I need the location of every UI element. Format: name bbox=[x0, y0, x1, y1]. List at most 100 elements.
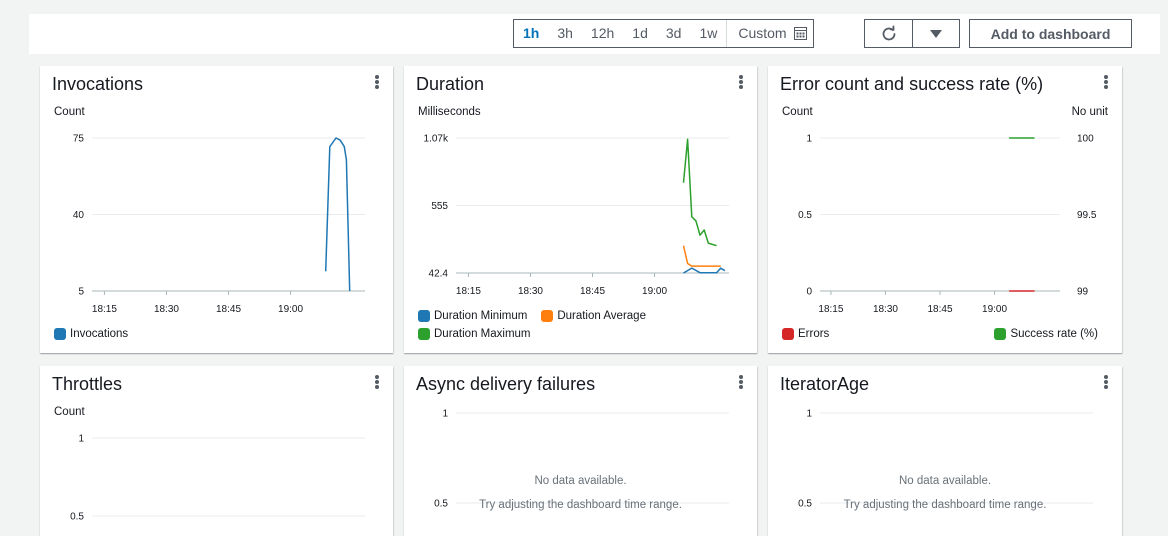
panel-title: IteratorAge bbox=[780, 374, 870, 394]
panel-title: Async delivery failures bbox=[416, 374, 596, 394]
duration-panel: Duration Milliseconds 1.07k 555 42.4 18:15 1… bbox=[404, 66, 757, 353]
refresh-button-group bbox=[864, 19, 960, 48]
panel-menu-icon[interactable] bbox=[739, 75, 743, 89]
y2-tick-label: 100 bbox=[1077, 134, 1094, 145]
y-tick-label: 1.07k bbox=[424, 134, 449, 145]
legend-item[interactable]: Errors bbox=[782, 325, 829, 343]
y-tick-label: 1 bbox=[806, 134, 812, 145]
legend-swatch bbox=[418, 328, 430, 340]
y-tick-label: 555 bbox=[431, 201, 448, 212]
dashboard-toolbar: 1h 3h 12h 1d 3d 1w Custom Add to dashboa… bbox=[29, 14, 1160, 54]
error-success-panel: Error count and success rate (%) Count N… bbox=[768, 66, 1122, 353]
legend-label: Errors bbox=[798, 328, 830, 340]
panel-title: Throttles bbox=[52, 374, 123, 394]
y2-tick-label: 99 bbox=[1077, 287, 1089, 298]
series-line-duration-average bbox=[682, 245, 721, 267]
throttles-panel: Throttles Count 1 0.5 bbox=[40, 366, 393, 536]
range-1w[interactable]: 1w bbox=[699, 25, 718, 41]
calendar-icon bbox=[793, 27, 807, 40]
x-tick-label: 18:15 bbox=[92, 304, 117, 315]
x-tick-label: 18:30 bbox=[873, 304, 898, 315]
range-custom[interactable]: Custom bbox=[726, 20, 812, 47]
x-tick-label: 18:15 bbox=[456, 286, 481, 297]
legend-item[interactable]: Duration Minimum bbox=[418, 307, 527, 325]
x-tick-label: 18:45 bbox=[216, 304, 241, 315]
legend-item[interactable]: Invocations bbox=[54, 325, 128, 343]
y-tick-label: 75 bbox=[73, 134, 85, 145]
legend-swatch bbox=[782, 328, 794, 340]
panel-menu-icon[interactable] bbox=[1104, 75, 1108, 89]
legend-label: Success rate (%) bbox=[1010, 328, 1098, 340]
range-3h[interactable]: 3h bbox=[557, 25, 573, 41]
async-delivery-failures-panel: Async delivery failures 1 0.5 No data ava… bbox=[404, 366, 757, 536]
error-success-chart: 1 0.5 0 100 99.5 99 18:15 18:30 18:45 19:00 bbox=[798, 134, 1097, 316]
no-data-hint: Try adjusting the dashboard time range. bbox=[843, 499, 1047, 511]
refresh-button[interactable] bbox=[865, 20, 912, 47]
y-tick-label: 0.5 bbox=[798, 499, 812, 510]
panel-title: Error count and success rate (%) bbox=[780, 74, 1044, 94]
range-1d[interactable]: 1d bbox=[632, 25, 648, 41]
legend-label: Duration Average bbox=[557, 310, 646, 322]
legend-swatch bbox=[541, 310, 554, 322]
range-custom-label: Custom bbox=[738, 25, 787, 41]
y-tick-label: 0.5 bbox=[434, 499, 448, 510]
iterator-age-chart: 10.5 bbox=[798, 409, 1093, 510]
x-tick-label: 18:30 bbox=[518, 286, 543, 297]
no-data-hint: Try adjusting the dashboard time range. bbox=[479, 499, 682, 511]
x-tick-label: 19:00 bbox=[982, 304, 1007, 315]
legend-swatch bbox=[994, 328, 1007, 340]
legend-item[interactable]: Duration Average bbox=[541, 307, 646, 325]
panel-menu-icon[interactable] bbox=[1104, 375, 1108, 389]
panel-title: Duration bbox=[416, 74, 485, 94]
series-line-duration-minimum bbox=[683, 267, 726, 274]
x-tick-label: 19:00 bbox=[642, 286, 667, 297]
panel-menu-icon[interactable] bbox=[375, 375, 379, 389]
iterator-age-panel: IteratorAge 1 0.5 No data available. Try … bbox=[768, 366, 1122, 536]
panel-menu-icon[interactable] bbox=[739, 375, 743, 389]
y-tick-label: 1 bbox=[78, 434, 84, 445]
caret-down-icon bbox=[930, 29, 942, 38]
y-tick-label: 40 bbox=[73, 210, 85, 221]
x-tick-label: 18:45 bbox=[580, 286, 605, 297]
series-line-duration-maximum bbox=[682, 138, 717, 247]
range-12h[interactable]: 12h bbox=[590, 25, 615, 41]
refresh-options-dropdown[interactable] bbox=[912, 20, 959, 47]
throttles-chart: 10.5 bbox=[70, 434, 365, 523]
range-3d[interactable]: 3d bbox=[665, 25, 682, 41]
legend-swatch bbox=[418, 310, 430, 322]
y-tick-label: 42.4 bbox=[429, 269, 449, 280]
series-line-invocations bbox=[324, 137, 351, 292]
y-tick-label: 0.5 bbox=[70, 512, 84, 523]
y-axis-unit: Count bbox=[54, 106, 85, 118]
legend-item[interactable]: Success rate (%) bbox=[994, 325, 1098, 343]
y-tick-label: 5 bbox=[78, 287, 84, 298]
time-range-selector: 1h 3h 12h 1d 3d 1w Custom bbox=[513, 19, 814, 48]
duration-chart: 1.07k 555 42.4 18:15 18:30 18:45 19:00 bbox=[424, 134, 729, 297]
invocations-chart: 75 40 5 18:15 18:30 18:45 19:00 bbox=[73, 134, 365, 315]
x-tick-label: 18:15 bbox=[818, 304, 843, 315]
add-to-dashboard-button[interactable]: Add to dashboard bbox=[969, 19, 1132, 48]
x-tick-label: 18:45 bbox=[927, 304, 952, 315]
x-tick-label: 18:30 bbox=[154, 304, 179, 315]
legend-swatch bbox=[54, 328, 66, 340]
legend-label: Duration Maximum bbox=[434, 328, 531, 340]
y2-tick-label: 99.5 bbox=[1077, 210, 1097, 221]
y-axis-unit: Milliseconds bbox=[418, 106, 481, 118]
y-tick-label: 1 bbox=[442, 409, 448, 420]
y-tick-label: 0.5 bbox=[798, 210, 812, 221]
chart-legend: Duration Minimum Duration Average Duration… bbox=[418, 307, 748, 343]
y-tick-label: 0 bbox=[806, 287, 812, 298]
async-delivery-failures-chart: 10.5 bbox=[434, 409, 729, 510]
panel-title: Invocations bbox=[52, 74, 144, 94]
refresh-icon bbox=[882, 25, 895, 40]
y-axis-unit: Count bbox=[54, 406, 85, 418]
range-1h[interactable]: 1h bbox=[523, 25, 540, 41]
legend-item[interactable]: Duration Maximum bbox=[418, 325, 531, 343]
y-tick-label: 1 bbox=[806, 409, 812, 420]
no-data-message: No data available. bbox=[898, 475, 992, 487]
x-tick-label: 19:00 bbox=[278, 304, 303, 315]
y2-axis-unit: No unit bbox=[1071, 106, 1108, 118]
chart-legend: Errors Success rate (%) bbox=[782, 325, 1112, 343]
y-axis-unit: Count bbox=[782, 106, 813, 118]
panel-menu-icon[interactable] bbox=[375, 75, 379, 89]
